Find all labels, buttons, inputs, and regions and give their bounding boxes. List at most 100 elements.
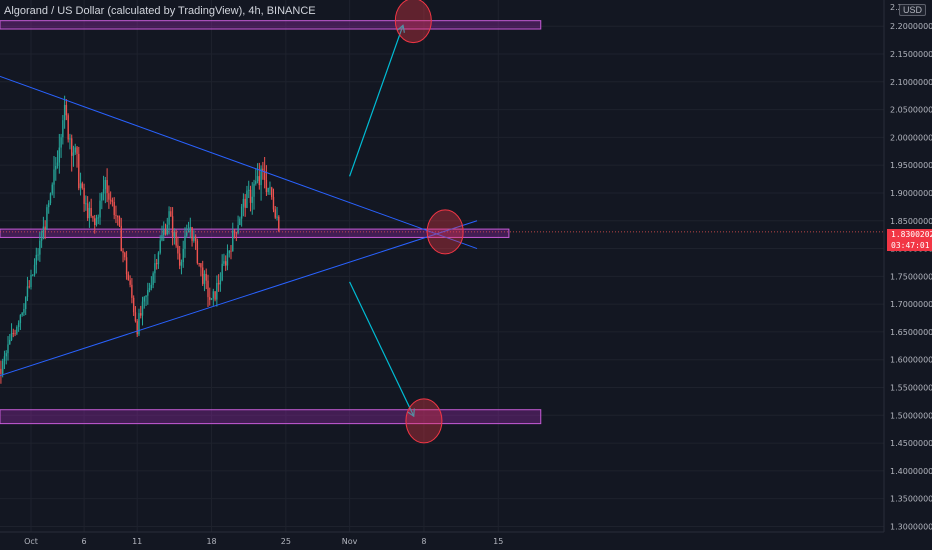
y-tick-label: 1.65000000 — [890, 328, 932, 337]
candle-body — [182, 248, 184, 263]
candle-body — [221, 263, 223, 281]
candle-body — [97, 217, 99, 219]
price-zone[interactable] — [0, 20, 542, 30]
candle-body — [209, 297, 211, 300]
candle-body — [171, 216, 174, 237]
candle-body — [115, 215, 117, 216]
candle-body — [51, 184, 53, 194]
candle-body — [56, 162, 59, 166]
candle-body — [210, 298, 213, 300]
candle-body — [118, 217, 121, 226]
candle-body — [253, 183, 255, 197]
candle-body — [3, 356, 6, 361]
candle-body — [166, 224, 168, 235]
candle-body — [219, 280, 222, 285]
last-price-value: 1.83002027 — [891, 230, 932, 239]
candle-body — [228, 250, 230, 254]
price-zone[interactable] — [0, 409, 542, 425]
candle-body — [200, 263, 202, 268]
candle-body — [187, 231, 190, 233]
x-axis[interactable]: Sep6132025Oct6111825Nov815 — [0, 537, 503, 546]
candle-body — [251, 196, 253, 203]
candle-body — [60, 137, 62, 148]
candle-body — [65, 104, 68, 116]
candle-body — [81, 183, 84, 188]
candle-body — [35, 254, 38, 265]
candle-body — [184, 235, 186, 249]
candle-body — [157, 252, 160, 265]
y-tick-label: 1.75000000 — [890, 272, 932, 281]
candle-body — [129, 280, 131, 285]
chart-title: Algorand / US Dollar (calculated by Trad… — [4, 5, 316, 17]
candle-body — [262, 168, 264, 171]
candle-body — [193, 236, 195, 241]
candle-body — [117, 215, 119, 218]
candle-body — [271, 187, 273, 198]
candle-body — [244, 198, 246, 208]
candle-body — [196, 240, 199, 264]
y-tick-label: 1.95000000 — [890, 161, 932, 170]
price-zone[interactable] — [0, 228, 510, 238]
candle-body — [147, 290, 149, 296]
candle-body — [132, 297, 135, 313]
candle-body — [155, 263, 158, 265]
candle-body — [23, 309, 25, 313]
candle-body — [138, 313, 140, 335]
candle-body — [205, 273, 207, 281]
candle-body — [48, 203, 50, 208]
candle-body — [19, 315, 22, 324]
candle-body — [159, 240, 161, 253]
trendline[interactable] — [0, 220, 478, 407]
candle-body — [223, 261, 225, 264]
y-tick-label: 1.90000000 — [890, 189, 932, 198]
y-tick-label: 2.05000000 — [890, 106, 932, 115]
currency-badge[interactable]: USD — [899, 4, 927, 16]
projection-arrow[interactable] — [349, 281, 414, 415]
candle-body — [143, 297, 145, 302]
candle-body — [44, 226, 46, 230]
y-tick-label: 2.15000000 — [890, 50, 932, 59]
candle-body — [21, 312, 23, 316]
y-tick-label: 2.20000000 — [890, 22, 932, 31]
candle-body — [203, 273, 206, 284]
candle-body — [260, 168, 262, 186]
projection-arrow[interactable] — [349, 26, 403, 177]
target-circle[interactable] — [394, 0, 432, 44]
trendline[interactable] — [0, 26, 478, 250]
candle-body — [79, 183, 82, 189]
candle-body — [225, 261, 227, 266]
candle-body — [237, 225, 239, 233]
target-circle[interactable] — [426, 209, 464, 255]
candle-body — [134, 312, 137, 322]
y-tick-label: 1.35000000 — [890, 495, 932, 504]
candle-body — [55, 165, 57, 170]
candle-body — [5, 353, 7, 357]
candle-body — [113, 202, 115, 216]
candle-body — [232, 230, 234, 252]
candle-body — [95, 217, 98, 225]
candle-body — [46, 207, 48, 230]
candle-body — [267, 187, 269, 193]
x-tick-label: 11 — [132, 537, 142, 546]
candle-body — [198, 263, 200, 264]
candle-body — [125, 257, 128, 275]
candle-body — [83, 187, 85, 204]
candle-body — [69, 138, 71, 140]
candle-body — [122, 251, 124, 253]
candle-body — [263, 170, 266, 181]
candle-body — [26, 286, 29, 298]
candle-body — [109, 199, 112, 201]
candle-body — [78, 153, 80, 189]
candle-body — [102, 189, 105, 194]
candle-body — [216, 282, 218, 300]
candle-body — [226, 253, 229, 266]
candle-body — [104, 180, 107, 190]
candle-body — [161, 235, 163, 241]
candle-body — [217, 282, 220, 285]
candle-body — [28, 286, 30, 288]
candle-body — [39, 240, 41, 255]
candle-body — [154, 263, 156, 274]
candle-body — [136, 321, 138, 335]
target-circle[interactable] — [405, 398, 443, 444]
